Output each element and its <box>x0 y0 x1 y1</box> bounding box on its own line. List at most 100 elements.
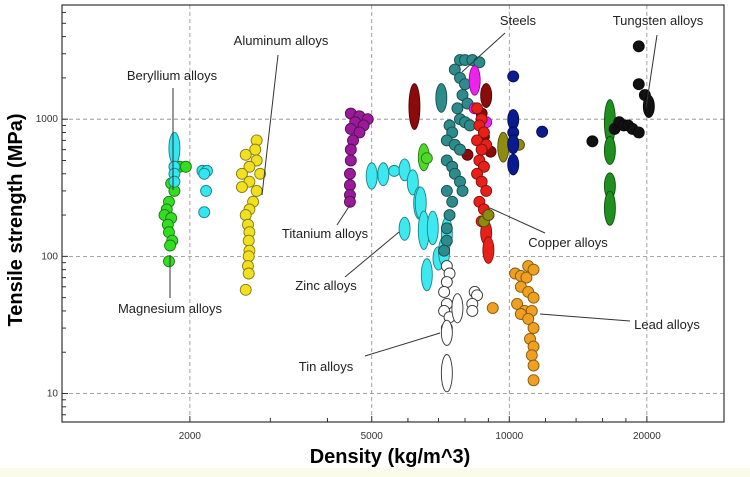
annotation-label: Zinc alloys <box>295 278 357 293</box>
data-point <box>398 158 411 182</box>
data-point <box>527 359 540 372</box>
y-axis-title: Tensile strength (MPa) <box>5 114 27 327</box>
data-point <box>239 148 252 161</box>
data-point <box>179 160 192 173</box>
data-point <box>443 209 456 222</box>
data-point <box>642 94 655 118</box>
data-point <box>242 267 255 280</box>
x-axis-title: Density (kg/m^3) <box>310 446 471 468</box>
data-point <box>471 102 483 115</box>
annotation-label: Tungsten alloys <box>613 13 704 28</box>
data-point <box>525 349 538 362</box>
data-point <box>343 195 356 208</box>
axis-ticks: 2000 5000 10000 20000 10 100 1000 <box>36 11 661 442</box>
data-point <box>440 319 453 346</box>
series-zinc-alloys <box>365 158 453 292</box>
data-point <box>507 134 520 155</box>
series-tin-alloys <box>438 260 483 393</box>
series-aluminum-alloys <box>236 134 267 296</box>
data-point <box>507 153 520 176</box>
data-point <box>406 169 419 196</box>
data-point <box>632 78 645 91</box>
data-point <box>466 304 479 317</box>
data-point <box>632 126 645 139</box>
bottom-strip <box>0 468 750 477</box>
annotation-label: Tin alloys <box>299 359 354 374</box>
series-unlabeled-12 <box>603 99 616 226</box>
annotations: Steels Tungsten alloys Aluminum alloys Bery… <box>118 13 704 374</box>
annotation-label: Steels <box>500 13 537 28</box>
annotation-leader-line <box>539 313 631 322</box>
data-point <box>388 164 401 177</box>
data-point <box>456 184 469 197</box>
data-point <box>527 374 540 387</box>
grid <box>62 5 724 422</box>
data-point <box>164 239 177 252</box>
data-point <box>200 184 213 197</box>
y-tick-label: 1000 <box>36 114 59 125</box>
data-point <box>420 258 433 292</box>
series-copper-alloys <box>471 102 495 264</box>
data-point <box>344 143 357 156</box>
data-point <box>536 125 549 138</box>
data-point <box>440 184 453 197</box>
series-unlabeled-11 <box>507 70 549 176</box>
annotation-leader-line <box>489 207 546 234</box>
series-beryllium-alloys <box>168 131 213 219</box>
annotation-leader-line <box>645 34 658 109</box>
data-point <box>163 255 175 268</box>
series-unlabeled-10 <box>477 131 525 228</box>
annotation-leader-line <box>344 231 400 278</box>
annotation-label: Lead alloys <box>634 317 700 332</box>
data-point <box>426 210 439 246</box>
data-point <box>438 286 451 298</box>
x-tick-label: 20000 <box>633 431 661 442</box>
annotation-label: Aluminum alloys <box>234 33 329 48</box>
data-point <box>507 109 520 130</box>
data-point <box>343 167 356 180</box>
data-point <box>603 135 616 165</box>
data-point <box>586 135 599 148</box>
data-point <box>168 131 181 165</box>
data-point <box>451 293 464 324</box>
data-point <box>239 283 252 296</box>
series-steels <box>435 54 486 257</box>
data-point <box>451 102 464 115</box>
annotation-label: Magnesium alloys <box>118 301 223 316</box>
data-point <box>632 40 645 53</box>
data-point <box>236 167 248 180</box>
data-point <box>527 322 540 335</box>
data-point <box>507 70 520 83</box>
data-point <box>480 184 493 197</box>
x-tick-label: 10000 <box>495 431 523 442</box>
data-point <box>377 162 390 187</box>
series-unlabeled-5 <box>417 143 433 172</box>
series-magnesium-alloys <box>158 160 192 268</box>
data-point <box>603 190 616 226</box>
data-point <box>408 83 421 130</box>
data-point <box>398 216 411 241</box>
data-point <box>440 222 453 235</box>
data-point <box>243 160 256 173</box>
data-points <box>158 40 655 393</box>
y-tick-label: 100 <box>41 251 58 262</box>
data-point <box>527 291 540 304</box>
data-point <box>250 184 263 197</box>
annotation-label: Copper alloys <box>528 235 608 250</box>
data-point <box>454 143 466 156</box>
data-point <box>198 167 211 180</box>
series-titanium-alloys <box>343 107 374 208</box>
data-point <box>520 271 533 284</box>
data-point <box>440 354 453 393</box>
series-tungsten-alloys <box>586 40 655 148</box>
annotation-label: Titanium alloys <box>282 226 369 241</box>
data-point <box>365 162 378 190</box>
data-point <box>435 83 448 113</box>
data-point <box>482 236 495 264</box>
annotation-leader-line <box>364 332 441 357</box>
data-point <box>475 143 488 156</box>
data-point <box>522 312 535 325</box>
data-point <box>254 167 267 180</box>
annotation-leader-line <box>336 204 351 226</box>
data-point <box>480 83 493 109</box>
